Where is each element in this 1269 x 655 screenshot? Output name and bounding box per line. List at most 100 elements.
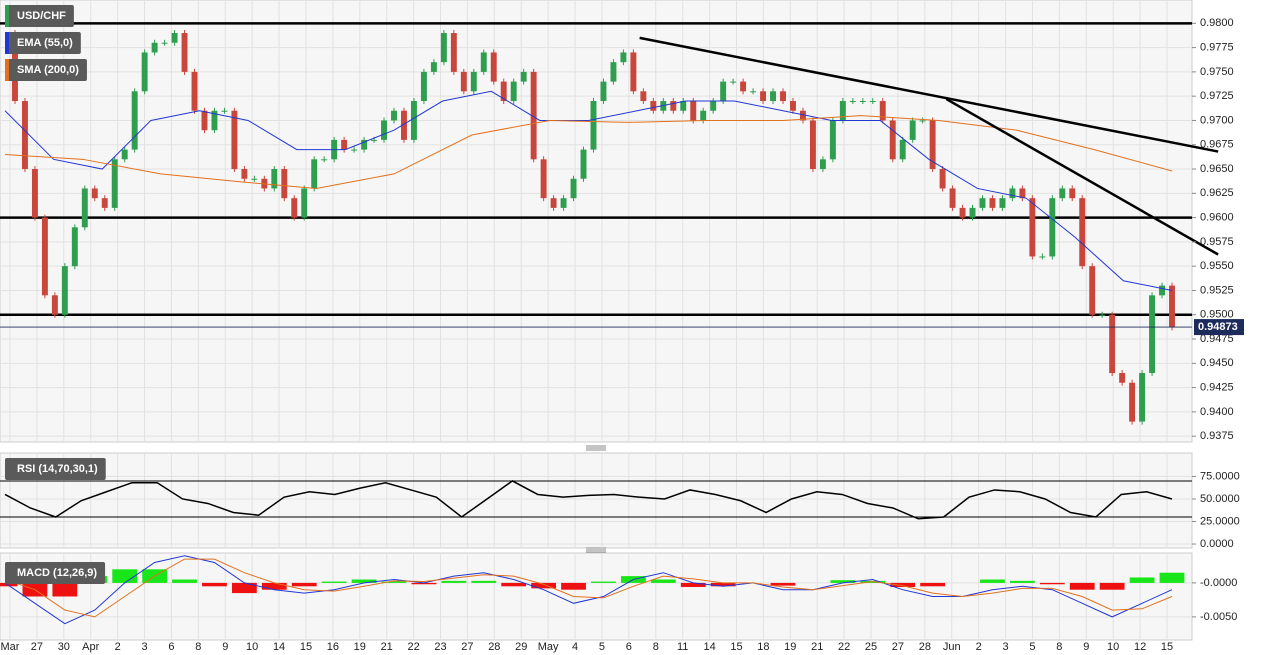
x-tick-label: 21 <box>381 641 393 653</box>
macd-histogram-bar <box>770 582 796 586</box>
candle-body <box>799 110 806 121</box>
candle-body <box>21 101 28 170</box>
legend-label: EMA (55,0) <box>17 37 73 49</box>
candle-body <box>121 149 128 160</box>
macd-histogram-bar <box>591 581 616 583</box>
candle-body <box>1039 256 1046 258</box>
candle-body <box>341 139 348 150</box>
candle-body <box>919 120 926 122</box>
candle-body <box>710 101 717 111</box>
macd-histogram-bar <box>172 579 197 583</box>
candle-body <box>1109 314 1116 374</box>
y-tick-label: 0.9550 <box>1200 260 1234 272</box>
macd-histogram-bar <box>890 582 916 587</box>
candle-body <box>939 169 946 189</box>
y-tick-label: 0.9575 <box>1200 236 1234 248</box>
candle-body <box>1169 285 1175 328</box>
candle-body <box>829 120 836 160</box>
candle-body <box>620 52 627 63</box>
candle-body <box>949 188 956 208</box>
x-tick-label: 15 <box>1161 641 1173 653</box>
candle-body <box>909 120 916 140</box>
candle-body <box>1139 373 1146 422</box>
candle-body <box>760 91 767 102</box>
candle-body <box>401 110 407 140</box>
candle-body <box>859 101 866 103</box>
labels: Mar 27 30 Apr 2 3 6 8 9 10 14 15 16 19 21 22 23 27 28 29 May… <box>1 5 1244 653</box>
y-tick-label: 25.0000 <box>1200 515 1240 527</box>
candle-body <box>720 81 727 102</box>
candle-body <box>1029 198 1036 257</box>
candle-body <box>1119 373 1126 383</box>
x-tick-label: 22 <box>407 641 419 653</box>
candle-body <box>520 71 527 82</box>
x-tick-label: 14 <box>273 641 285 653</box>
y-tick-label: 0.9400 <box>1200 406 1234 418</box>
candle-body <box>1149 295 1156 374</box>
candle-body <box>819 159 826 170</box>
macd-histogram-bar <box>52 582 78 597</box>
y-tick-label: 0.9525 <box>1200 284 1234 296</box>
y-tick-label: 0.0000 <box>1200 538 1234 550</box>
x-tick-label: 28 <box>919 641 931 653</box>
candle-body <box>740 81 747 92</box>
macd-histogram-bar <box>1129 577 1155 583</box>
x-tick-label: 8 <box>195 641 201 653</box>
x-tick-label: 12 <box>1134 641 1146 653</box>
candle-body <box>480 52 487 72</box>
y-tick-label: -0.0050 <box>1200 611 1237 623</box>
candle-body <box>600 81 607 102</box>
y-tick-label: 75.0000 <box>1200 470 1240 482</box>
last-price-label: 0.94873 <box>1198 321 1238 333</box>
candle-body <box>211 110 218 131</box>
x-tick-label: 27 <box>461 641 473 653</box>
macd-histogram-bar <box>650 579 676 583</box>
x-tick-label: Jun <box>943 641 961 653</box>
x-tick-label: 6 <box>626 641 632 653</box>
candle-body <box>650 101 657 111</box>
macd-histogram-bar <box>291 582 317 587</box>
candle-body <box>321 159 328 161</box>
candle-body <box>1009 188 1016 199</box>
candle-body <box>640 91 647 102</box>
x-tick-label: 2 <box>115 641 121 653</box>
candle-body <box>1159 285 1165 296</box>
candle-body <box>989 198 996 208</box>
candle-body <box>630 52 637 92</box>
candle-body <box>959 207 966 218</box>
candle-body <box>540 159 547 199</box>
candle-body <box>839 101 846 121</box>
y-tick-label: 0.9700 <box>1200 114 1234 126</box>
candle-body <box>371 139 378 141</box>
candle-body <box>191 71 198 111</box>
legend-box <box>5 59 87 81</box>
macd-histogram-bar <box>830 580 856 583</box>
x-tick-label: 3 <box>1002 641 1008 653</box>
x-tick-label: 5 <box>599 641 605 653</box>
macd-histogram-bar <box>441 580 467 583</box>
panel-grip[interactable] <box>586 547 606 553</box>
x-tick-label: 9 <box>222 641 228 653</box>
trend-line <box>639 36 1219 153</box>
macd-histogram-bar <box>321 581 347 583</box>
candle-body <box>1069 188 1076 199</box>
candle-body <box>281 169 288 199</box>
x-tick-label: 22 <box>838 641 850 653</box>
marks <box>0 22 1219 625</box>
candle-body <box>690 101 697 121</box>
candle-body <box>490 52 497 82</box>
panel-grip[interactable] <box>586 445 606 451</box>
candle-body <box>1049 198 1056 257</box>
x-tick-label: 4 <box>572 641 578 653</box>
candle-body <box>510 81 517 102</box>
candle-body <box>899 139 906 160</box>
candle-body <box>780 91 786 102</box>
candle-body <box>590 101 597 150</box>
macd-histogram-bar <box>531 582 557 589</box>
x-tick-label: 19 <box>784 641 796 653</box>
candle-body <box>41 217 48 296</box>
legend-label: USD/CHF <box>17 10 66 22</box>
candle-body <box>570 178 577 199</box>
y-tick-label: 0.9725 <box>1200 90 1234 102</box>
macd-panel <box>0 552 1193 641</box>
